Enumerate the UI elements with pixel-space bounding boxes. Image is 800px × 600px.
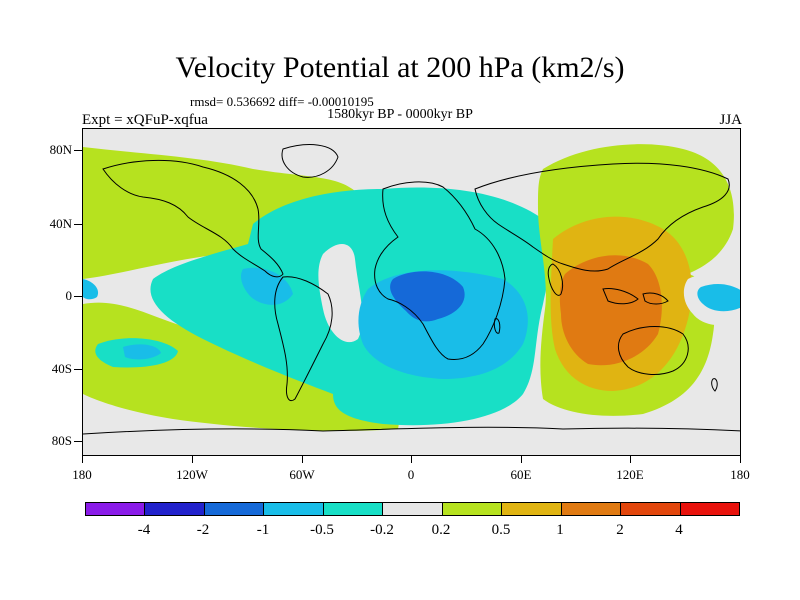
contour-neutral-atlantic [318, 243, 363, 343]
colorbar-label-neg0-2: -0.2 [370, 522, 394, 538]
contour-neg-east-pacific [697, 284, 740, 312]
lon-label-180e: 180 [730, 467, 750, 482]
colorbar-label-neg1: -1 [256, 522, 270, 538]
time-period-subtitle: 1580kyr BP - 0000kyr BP [327, 107, 473, 122]
lat-label-80n: 80N [49, 142, 72, 157]
colorbar-box-3 [263, 502, 324, 516]
colorbar-label-neg4: -4 [137, 522, 151, 538]
colorbar-box-10 [679, 502, 740, 516]
contour-neg-pacific-south-core [123, 344, 161, 360]
lon-label-60e: 60E [510, 467, 532, 482]
experiment-label: Expt = xQFuP-xqfua [82, 112, 208, 128]
colorbar-label-2: 2 [616, 522, 624, 538]
lat-label-0: 0 [65, 288, 73, 303]
chart-title: Velocity Potential at 200 hPa (km2/s) [175, 51, 625, 84]
colorbar-label-0-5: 0.5 [491, 522, 511, 538]
lat-label-80s: 80S [51, 433, 72, 448]
lon-label-60w: 60W [289, 467, 315, 482]
colorbar-label-4: 4 [675, 522, 683, 538]
colorbar-box-0 [85, 502, 146, 516]
colorbar-box-7 [501, 502, 562, 516]
colorbar-box-6 [441, 502, 503, 516]
contour-neg-pacific-east [240, 267, 293, 305]
colorbar-label-1: 1 [556, 522, 564, 538]
lat-label-40n: 40N [49, 216, 72, 231]
colorbar-label-0-2: 0.2 [431, 522, 451, 538]
velocity-potential-map [82, 128, 741, 456]
contour-pos-northwest [83, 147, 363, 279]
lon-label-180w: 180 [72, 467, 92, 482]
colorbar-label-neg0-5: -0.5 [310, 522, 334, 538]
colorbar-box-8 [560, 502, 622, 516]
colorbar-box-4 [322, 502, 384, 516]
season-label: JJA [719, 112, 742, 128]
contour-pos-asia-dark [559, 255, 662, 366]
colorbar-box-2 [203, 502, 265, 516]
colorbar [85, 502, 740, 516]
colorbar-box-5 [382, 502, 443, 516]
contour-pos-southwest [83, 302, 399, 431]
colorbar-box-9 [620, 502, 681, 516]
lat-label-40s: 40S [51, 361, 72, 376]
lon-label-0: 0 [407, 467, 415, 482]
lon-label-120e: 120E [616, 467, 644, 482]
lon-label-120w: 120W [176, 467, 208, 482]
colorbar-box-1 [144, 502, 205, 516]
rmsd-diff-stats: rmsd= 0.536692 diff= -0.00010195 [190, 94, 374, 109]
contour-neg-west-edge [83, 279, 99, 300]
colorbar-label-neg2: -2 [196, 522, 210, 538]
map-field [83, 129, 740, 455]
coastlines [83, 144, 740, 435]
